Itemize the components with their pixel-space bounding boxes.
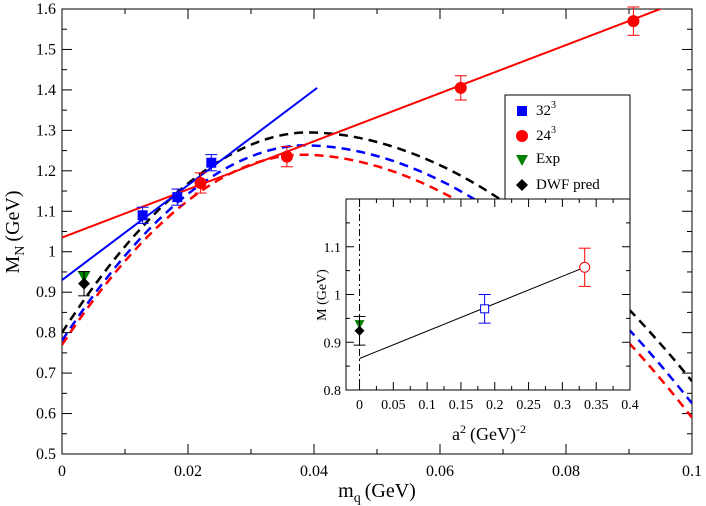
main-y-tick-label: 1.2 [36, 163, 56, 180]
inset-x-tick-label: 0.05 [381, 398, 406, 413]
main-y-tick-label: 1.4 [36, 82, 56, 99]
main-dashed-curve [62, 153, 692, 419]
main-x-tick-label: 0.06 [426, 463, 454, 480]
main-data-point [172, 192, 183, 203]
main-y-tick-label: 1.3 [36, 122, 56, 139]
inset-fit-line [359, 266, 585, 359]
main-x-axis-label: mq (GeV) [338, 480, 416, 506]
legend-marker [516, 179, 528, 191]
main-tick-labels: 0 0.02 0.04 0.06 0.08 0.1 0.5 0.6 0.7 0.8 0.9 1 1.1 1… [36, 1, 702, 480]
inset-data-point [579, 261, 591, 273]
legend-marker [516, 130, 528, 142]
inset-y-tick-label: 1.1 [324, 241, 342, 256]
legend-label-dwf: DWF pred [536, 177, 600, 193]
main-y-tick-label: 1.1 [36, 203, 56, 220]
legend-label-24: 243 [536, 125, 556, 144]
main-y-tick-label: 0.9 [36, 284, 56, 301]
main-data-point [280, 150, 293, 163]
main-fit-lines [62, 9, 664, 281]
inset-x-tick-label: 0.4 [621, 398, 639, 413]
inset-axis-ticks [346, 199, 631, 391]
inset-x-axis-label: a2 (GeV)-2 [452, 422, 526, 445]
main-data-point [206, 157, 217, 168]
inset-x-tick-label: 0.2 [486, 398, 504, 413]
inset-fit-lines [359, 266, 585, 359]
main-y-tick-label: 1 [48, 244, 56, 261]
main-data-points [78, 6, 640, 297]
main-x-tick-label: 0.02 [174, 463, 202, 480]
main-axis-ticks [61, 8, 693, 455]
legend-label-32: 323 [536, 100, 556, 119]
main-y-tick-label: 0.8 [36, 325, 56, 342]
inset-x-tick-label: 0.15 [449, 398, 474, 413]
legend: 323 243 Exp DWF pred [504, 94, 631, 202]
main-x-tick-label: 0.04 [300, 463, 328, 480]
main-x-tick-label: 0 [58, 463, 66, 480]
inset-y-tick-label: 1 [334, 289, 341, 304]
inset-x-tick-label: 0 [356, 398, 363, 413]
main-data-point [194, 176, 207, 189]
main-x-tick-label: 0.08 [552, 463, 580, 480]
main-y-tick-label: 0.6 [36, 406, 56, 423]
inset-x-tick-label: 0.25 [516, 398, 541, 413]
main-data-point [627, 15, 640, 28]
legend-marker [517, 106, 527, 116]
legend-markers [516, 106, 528, 191]
main-fit-line [62, 87, 318, 281]
inset-y-axis-label: M (GeV) [315, 269, 330, 321]
inset-x-tick-label: 0.35 [584, 398, 609, 413]
main-y-tick-label: 0.5 [36, 446, 56, 463]
inset-y-tick-label: 0.9 [324, 336, 342, 351]
inset-x-tick-label: 0.1 [418, 398, 436, 413]
inset-tick-labels: 0 0.05 0.1 0.15 0.2 0.25 0.3 0.35 0.4 0.8 0.9 1 1.1 [324, 241, 639, 413]
inset-data-point [354, 325, 365, 336]
inset-data-points [353, 247, 591, 346]
main-data-point [454, 81, 467, 94]
main-x-tick-label: 0.1 [682, 463, 702, 480]
inset-y-tick-label: 0.8 [324, 384, 342, 399]
main-y-tick-label: 1.6 [36, 1, 56, 18]
main-y-tick-label: 1.5 [36, 41, 56, 58]
main-y-tick-label: 0.7 [36, 365, 56, 382]
inset-x-tick-label: 0.3 [554, 398, 572, 413]
main-fit-line [62, 9, 664, 239]
legend-label-exp: Exp [536, 151, 560, 167]
legend-marker [516, 155, 528, 166]
main-data-point [137, 210, 148, 221]
main-y-axis-label: MN(GeV) [2, 190, 28, 273]
main-data-point [78, 277, 91, 290]
inset-data-point [480, 304, 490, 314]
